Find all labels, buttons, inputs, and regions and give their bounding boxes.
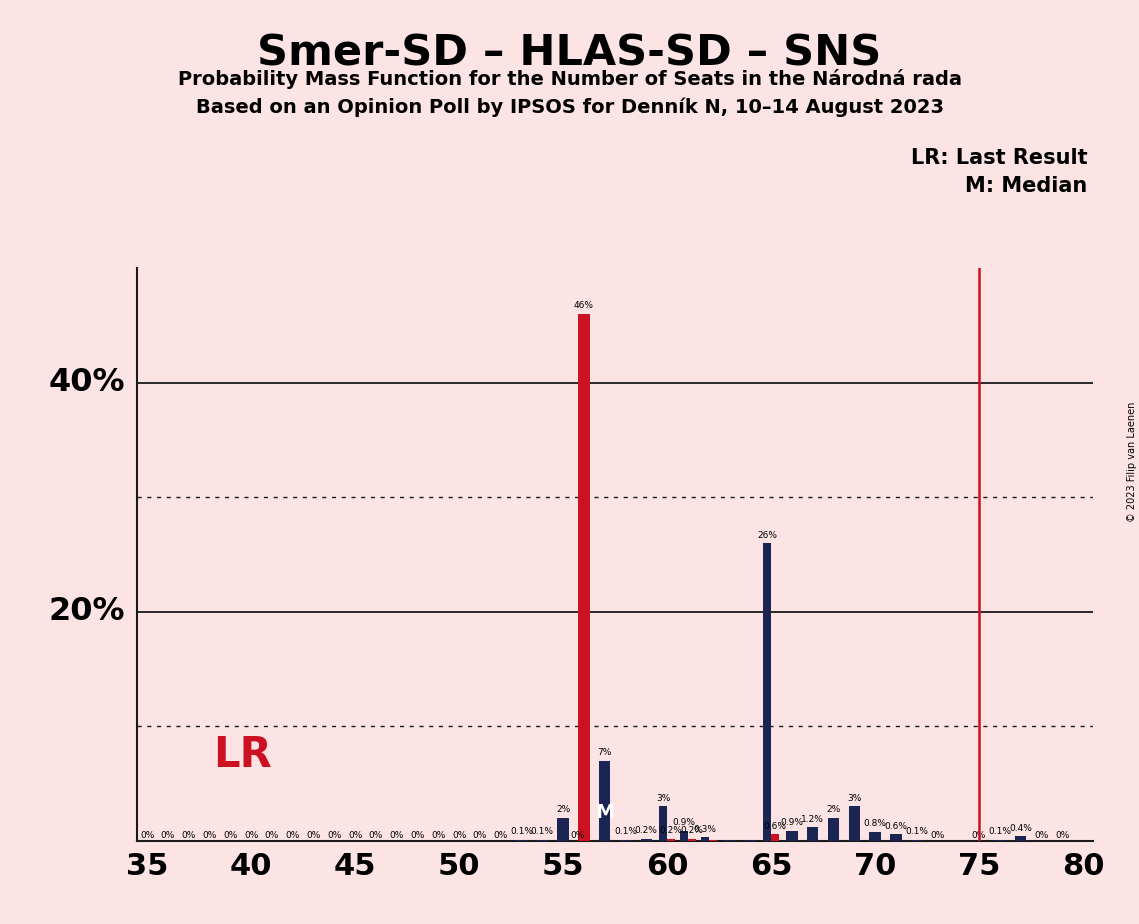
Text: 0%: 0% bbox=[264, 831, 279, 840]
Text: 0%: 0% bbox=[493, 831, 508, 840]
Bar bbox=[557, 818, 568, 841]
Bar bbox=[806, 827, 818, 841]
Text: 0%: 0% bbox=[369, 831, 383, 840]
Bar bbox=[786, 831, 797, 841]
Text: M: M bbox=[595, 803, 614, 822]
Text: 0%: 0% bbox=[203, 831, 216, 840]
Text: 3%: 3% bbox=[847, 794, 861, 803]
Text: 0.1%: 0.1% bbox=[614, 827, 637, 836]
Text: 0%: 0% bbox=[244, 831, 259, 840]
Text: 0%: 0% bbox=[410, 831, 425, 840]
Text: 7%: 7% bbox=[598, 748, 612, 757]
Text: 0%: 0% bbox=[1055, 831, 1070, 840]
Text: 0%: 0% bbox=[571, 831, 585, 840]
Text: 0%: 0% bbox=[431, 831, 445, 840]
Text: 0%: 0% bbox=[390, 831, 404, 840]
Text: 0%: 0% bbox=[931, 831, 944, 840]
Text: 0%: 0% bbox=[286, 831, 300, 840]
Text: LR: LR bbox=[213, 734, 272, 776]
Bar bbox=[536, 840, 548, 841]
Text: 1.2%: 1.2% bbox=[801, 815, 825, 823]
Text: 0.6%: 0.6% bbox=[763, 821, 787, 831]
Text: 3%: 3% bbox=[656, 794, 670, 803]
Bar bbox=[771, 834, 779, 841]
Text: 0%: 0% bbox=[452, 831, 466, 840]
Bar bbox=[708, 840, 716, 841]
Text: 0%: 0% bbox=[161, 831, 175, 840]
Text: 2%: 2% bbox=[556, 806, 571, 814]
Bar bbox=[869, 832, 880, 841]
Text: © 2023 Filip van Laenen: © 2023 Filip van Laenen bbox=[1126, 402, 1137, 522]
Text: 2%: 2% bbox=[826, 806, 841, 814]
Bar bbox=[680, 831, 688, 841]
Bar bbox=[620, 840, 631, 841]
Text: 0.2%: 0.2% bbox=[680, 826, 703, 835]
Bar bbox=[723, 840, 735, 841]
Text: 0%: 0% bbox=[1034, 831, 1049, 840]
Text: 0.1%: 0.1% bbox=[906, 827, 928, 836]
Text: 0.1%: 0.1% bbox=[531, 827, 554, 836]
Bar bbox=[763, 543, 771, 841]
Text: 46%: 46% bbox=[574, 301, 593, 310]
Text: 0.1%: 0.1% bbox=[510, 827, 533, 836]
Bar bbox=[659, 807, 667, 841]
Text: 0%: 0% bbox=[306, 831, 321, 840]
Text: 0%: 0% bbox=[223, 831, 237, 840]
Bar bbox=[1015, 836, 1026, 841]
Text: 0.2%: 0.2% bbox=[659, 826, 682, 835]
Text: 0.9%: 0.9% bbox=[780, 818, 803, 827]
Text: 40%: 40% bbox=[49, 367, 125, 398]
Bar bbox=[667, 839, 675, 841]
Text: 26%: 26% bbox=[757, 530, 777, 540]
Bar bbox=[911, 840, 923, 841]
Text: 0%: 0% bbox=[347, 831, 362, 840]
Text: 0%: 0% bbox=[140, 831, 154, 840]
Bar bbox=[700, 837, 708, 841]
Text: 0.6%: 0.6% bbox=[884, 821, 908, 831]
Text: 0.1%: 0.1% bbox=[989, 827, 1011, 836]
Text: Smer-SD – HLAS-SD – SNS: Smer-SD – HLAS-SD – SNS bbox=[257, 32, 882, 74]
Text: 0%: 0% bbox=[327, 831, 342, 840]
Text: 0%: 0% bbox=[972, 831, 986, 840]
Bar bbox=[891, 834, 902, 841]
Text: M: Median: M: Median bbox=[966, 176, 1088, 196]
Text: 0.9%: 0.9% bbox=[672, 818, 696, 827]
Bar bbox=[640, 839, 652, 841]
Bar bbox=[688, 839, 696, 841]
Text: 0.2%: 0.2% bbox=[634, 826, 657, 835]
Bar bbox=[516, 840, 527, 841]
Text: LR: Last Result: LR: Last Result bbox=[911, 148, 1088, 168]
Bar bbox=[828, 818, 839, 841]
Text: 0%: 0% bbox=[181, 831, 196, 840]
Text: 0.3%: 0.3% bbox=[694, 825, 716, 834]
Text: Based on an Opinion Poll by IPSOS for Denník N, 10–14 August 2023: Based on an Opinion Poll by IPSOS for De… bbox=[196, 97, 943, 116]
Bar bbox=[579, 314, 590, 841]
Bar bbox=[994, 840, 1006, 841]
Bar bbox=[745, 840, 756, 841]
Bar bbox=[849, 807, 860, 841]
Text: 0.4%: 0.4% bbox=[1009, 824, 1032, 833]
Text: 20%: 20% bbox=[49, 596, 125, 627]
Text: 0.8%: 0.8% bbox=[863, 820, 886, 828]
Bar bbox=[599, 760, 611, 841]
Text: 0%: 0% bbox=[473, 831, 487, 840]
Text: Probability Mass Function for the Number of Seats in the Národná rada: Probability Mass Function for the Number… bbox=[178, 69, 961, 90]
